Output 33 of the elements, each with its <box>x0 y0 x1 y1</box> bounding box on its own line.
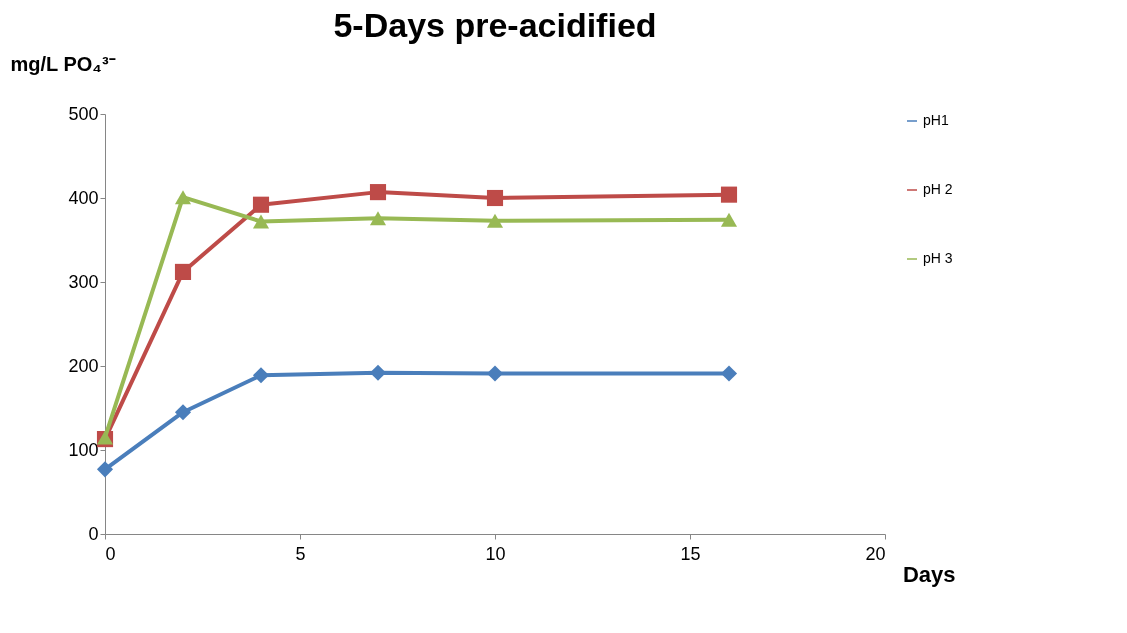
y-axis-title: mg/L PO₄³⁻ <box>10 52 116 75</box>
y-tick-label: 300 <box>68 271 99 292</box>
point <box>174 190 192 205</box>
point <box>486 189 504 207</box>
point <box>720 365 738 382</box>
x-tick-label: 15 <box>680 543 701 564</box>
point <box>720 212 738 227</box>
y-tick-label: 400 <box>68 187 99 208</box>
x-tick-label: 20 <box>865 543 886 564</box>
point <box>252 196 270 213</box>
point <box>174 263 192 280</box>
point <box>369 364 387 381</box>
x-axis-title: Days <box>902 561 956 587</box>
x-tick-label: 0 <box>105 543 116 564</box>
legend-label: pH 3 <box>923 250 953 266</box>
y-tick-label: 200 <box>68 355 99 376</box>
chart-title: 5-Days pre-acidified <box>333 6 657 44</box>
point <box>252 367 270 384</box>
point <box>486 365 504 382</box>
y-tick-label: 500 <box>68 103 99 124</box>
y-tick-label: 0 <box>88 523 99 544</box>
x-tick-label: 5 <box>295 543 306 564</box>
point <box>252 214 270 229</box>
point <box>174 404 192 421</box>
legend-label: pH 2 <box>923 181 953 197</box>
point <box>486 213 504 228</box>
y-tick-label: 100 <box>68 439 99 460</box>
legend-label: pH1 <box>923 112 949 128</box>
x-tick-label: 10 <box>485 543 506 564</box>
point <box>720 186 738 203</box>
point <box>369 184 387 201</box>
point <box>369 211 387 226</box>
point <box>96 461 114 478</box>
